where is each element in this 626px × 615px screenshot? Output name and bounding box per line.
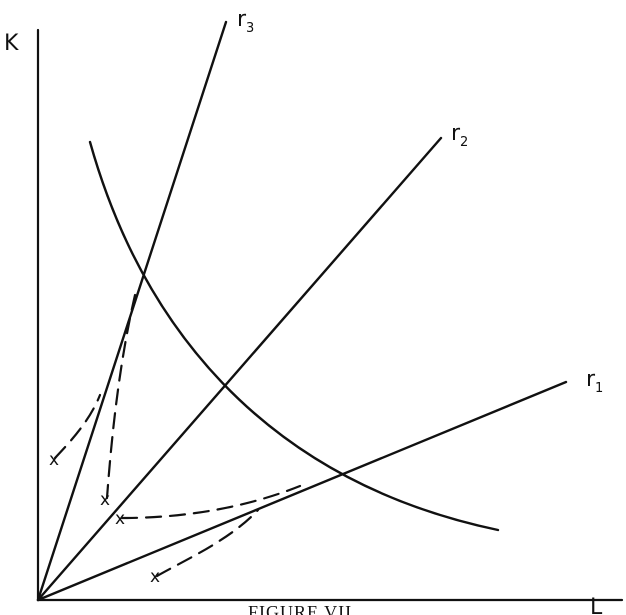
l-axis-label: L xyxy=(590,595,603,615)
ray-r1-label: r1 xyxy=(586,367,603,396)
figure-caption: FIGURE VII xyxy=(248,602,352,615)
marker-x-3: x xyxy=(115,509,125,529)
marker-x-2: x xyxy=(100,490,110,510)
isoquant-curve xyxy=(88,140,500,532)
marker-x-4: x xyxy=(150,567,160,587)
dashed-path-lower xyxy=(155,508,260,578)
ray-r1 xyxy=(36,380,568,602)
k-axis-label: K xyxy=(4,31,19,56)
dashed-path-upper-left xyxy=(53,393,102,460)
dashed-path-middle xyxy=(120,484,302,520)
ray-r3 xyxy=(36,20,228,602)
ray-r2 xyxy=(36,136,443,602)
dashed-path-upper-steep xyxy=(105,293,137,500)
marker-x-1: x xyxy=(49,450,59,470)
ray-r2-label: r2 xyxy=(451,121,468,150)
ray-r3-label: r3 xyxy=(237,7,254,36)
